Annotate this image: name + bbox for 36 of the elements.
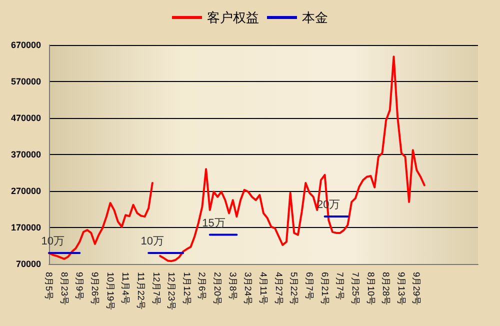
x-tick-label: 12月23号 — [166, 272, 177, 310]
annotation: 15万 — [202, 217, 226, 230]
x-tick-label: 4月11号 — [258, 272, 268, 304]
x-tick-label: 2月6号 — [197, 272, 208, 300]
legend-label: 客户权益 — [207, 10, 259, 25]
y-tick-label: 70000 — [16, 259, 41, 269]
x-tick-label: 2月20号 — [212, 272, 223, 306]
x-tick-label: 9月26号 — [90, 272, 100, 306]
x-tick-label: 4月27号 — [274, 272, 284, 306]
x-tick-label: 8月10号 — [366, 272, 376, 306]
x-tick-label: 11月22号 — [136, 272, 146, 310]
x-tick-label: 8月28号 — [381, 272, 392, 306]
x-tick-label: 7月7号 — [335, 272, 346, 300]
x-tick-label: 3月24号 — [243, 272, 254, 306]
annotation: 10万 — [140, 236, 164, 248]
x-tick-label: 9月29号 — [412, 272, 422, 306]
x-tick-label: 1月12号 — [182, 272, 192, 306]
x-tick-label: 10月19号 — [105, 272, 116, 310]
x-tick-label: 12月7号 — [151, 272, 162, 306]
x-tick-label: 6月21号 — [320, 272, 330, 306]
x-tick-label: 11月4号 — [120, 272, 131, 304]
x-tick-label: 6月7号 — [304, 272, 314, 300]
x-tick-label: 7月25号 — [350, 272, 360, 306]
x-tick-label: 9月9号 — [74, 272, 85, 300]
y-tick-label: 570000 — [10, 76, 41, 86]
y-tick-label: 170000 — [10, 222, 41, 232]
y-tick-label: 670000 — [10, 40, 41, 50]
legend-label: 本金 — [302, 10, 328, 25]
x-tick-label: 8月5号 — [44, 272, 54, 300]
y-tick-label: 470000 — [10, 113, 41, 123]
x-tick-label: 9月13号 — [396, 272, 406, 306]
x-tick-label: 3月8号 — [228, 272, 238, 300]
x-tick-label: 8月23号 — [59, 272, 70, 306]
y-tick-label: 270000 — [10, 186, 41, 196]
y-tick-label: 370000 — [10, 150, 41, 160]
x-tick-label: 5月22号 — [289, 272, 300, 306]
